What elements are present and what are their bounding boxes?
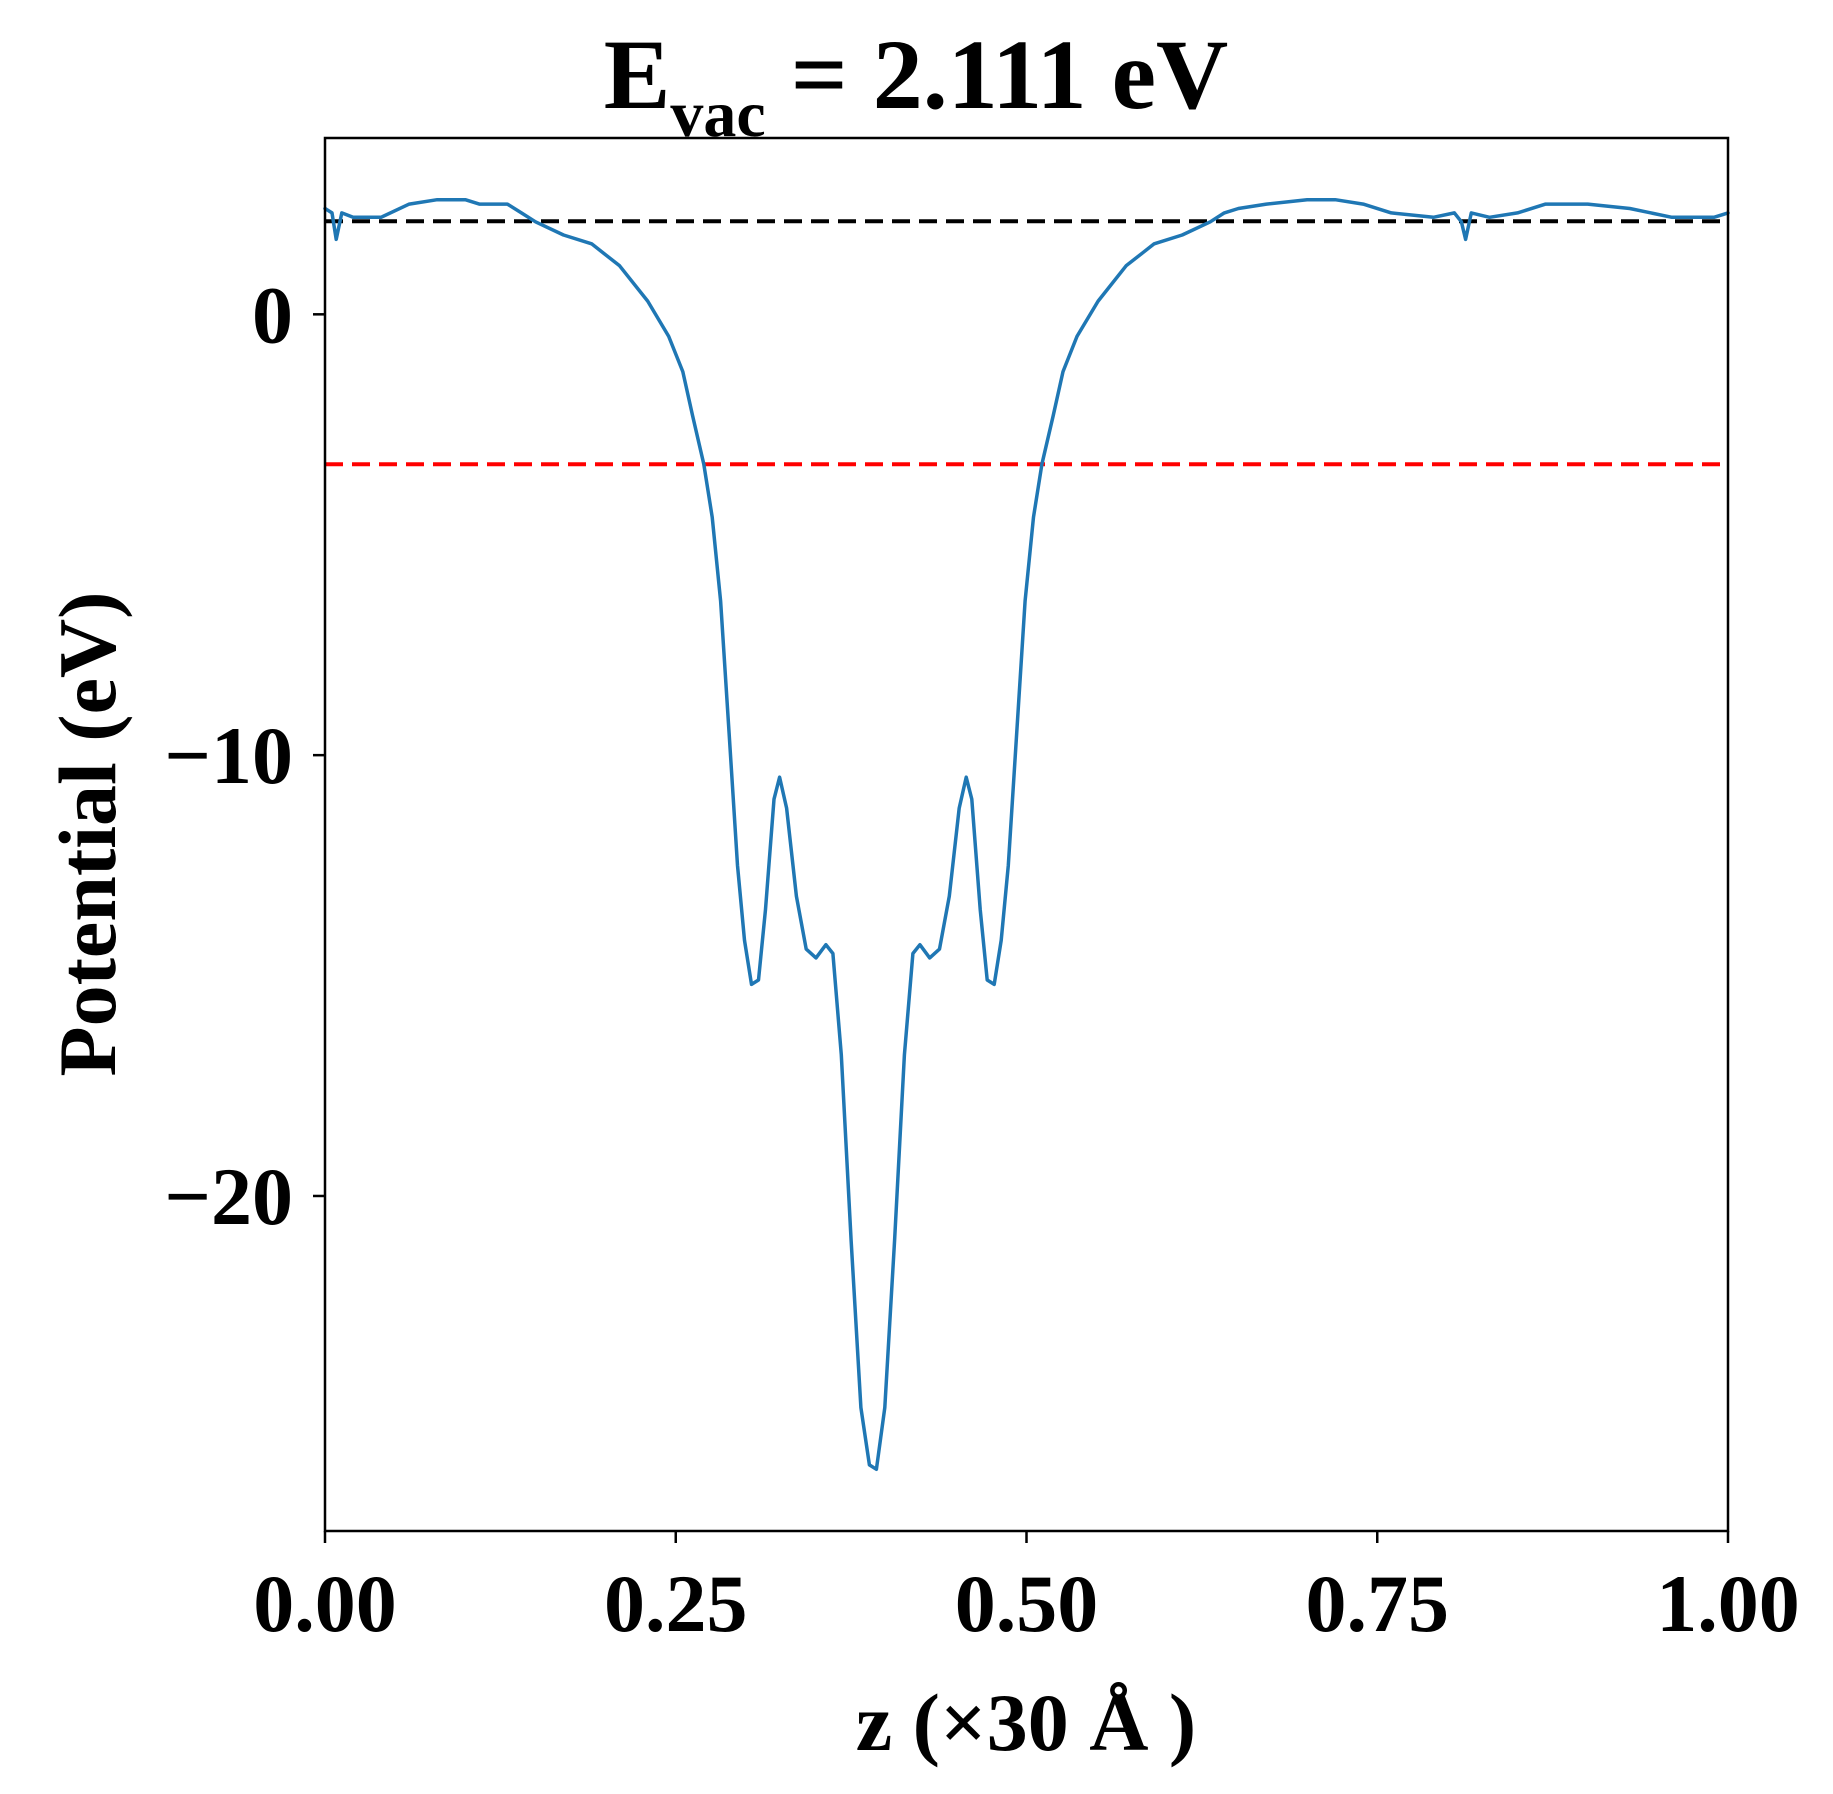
x-tick-label: 0.00 (253, 1558, 397, 1649)
x-tick-label: 0.25 (604, 1558, 748, 1649)
axis-ticks: 0.00 0.25 0.50 0.75 1.00 0 −10 −20 (164, 269, 1799, 1649)
chart-title-rest: = 2.111 eV (766, 19, 1229, 130)
series-line-0 (323, 197, 1730, 1472)
x-tick-label: 1.00 (1656, 1558, 1800, 1649)
chart-title-subscript: vac (670, 78, 765, 151)
axes-frame (323, 136, 1730, 1533)
chart-title-main: E (604, 19, 671, 130)
y-tick-label: −10 (164, 710, 293, 801)
x-axis-label: z (×30 Å ) (856, 1677, 1196, 1768)
y-tick-label: 0 (252, 269, 293, 360)
y-tick-label: −20 (164, 1151, 293, 1242)
chart-title: Evac = 2.111 eV (604, 19, 1229, 151)
x-tick-label: 0.50 (955, 1558, 1099, 1649)
y-axis-label: Potential (eV) (42, 592, 133, 1077)
x-tick-label: 0.75 (1306, 1558, 1450, 1649)
plot-area (323, 197, 1730, 1472)
